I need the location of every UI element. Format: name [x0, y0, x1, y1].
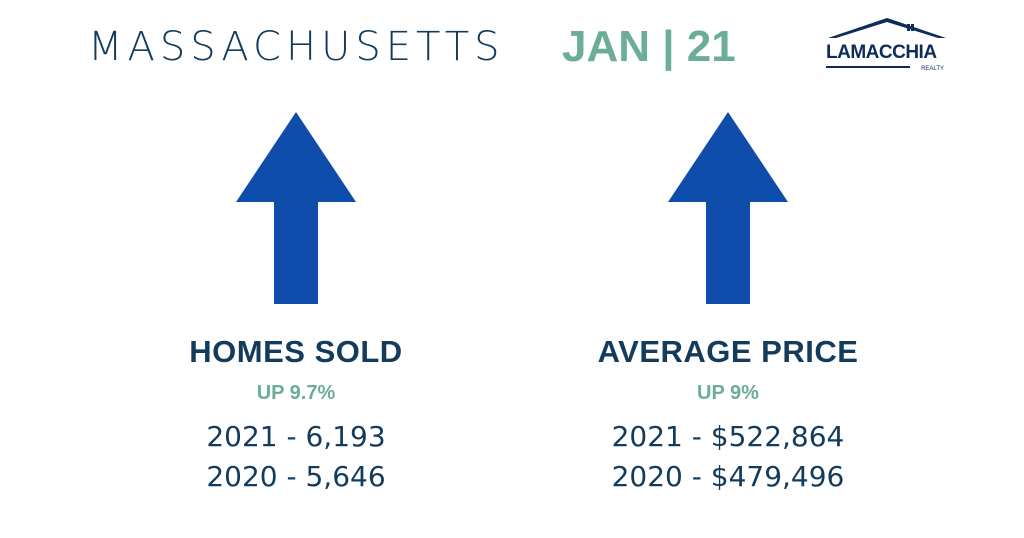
logo-underline — [826, 66, 910, 68]
stat-2021: 2021 - $522,864 — [611, 420, 845, 453]
up-arrow-icon — [668, 112, 788, 304]
logo-subtext: REALTY — [921, 66, 944, 72]
lamacchia-logo: LAMACCHIA REALTY — [826, 16, 948, 78]
metric-title: HOMES SOLD — [189, 334, 403, 369]
up-arrow-icon — [236, 112, 356, 304]
stat-2020: 2020 - 5,646 — [206, 460, 386, 493]
stat-2021: 2021 - 6,193 — [206, 420, 386, 453]
metric-change: UP 9.7% — [256, 382, 336, 404]
house-roof-icon — [828, 18, 946, 38]
state-title: MASSACHUSETTS — [88, 24, 505, 70]
average-price-panel: AVERAGE PRICE UP 9% 2021 - $522,864 2020… — [538, 110, 918, 497]
logo-wordmark: LAMACCHIA — [826, 42, 937, 63]
metric-change: UP 9% — [697, 382, 759, 404]
stat-2020: 2020 - $479,496 — [611, 460, 845, 493]
homes-sold-panel: HOMES SOLD UP 9.7% 2021 - 6,193 2020 - 5… — [106, 110, 486, 497]
period-label: JAN | 21 — [562, 22, 736, 71]
metric-title: AVERAGE PRICE — [597, 334, 859, 369]
